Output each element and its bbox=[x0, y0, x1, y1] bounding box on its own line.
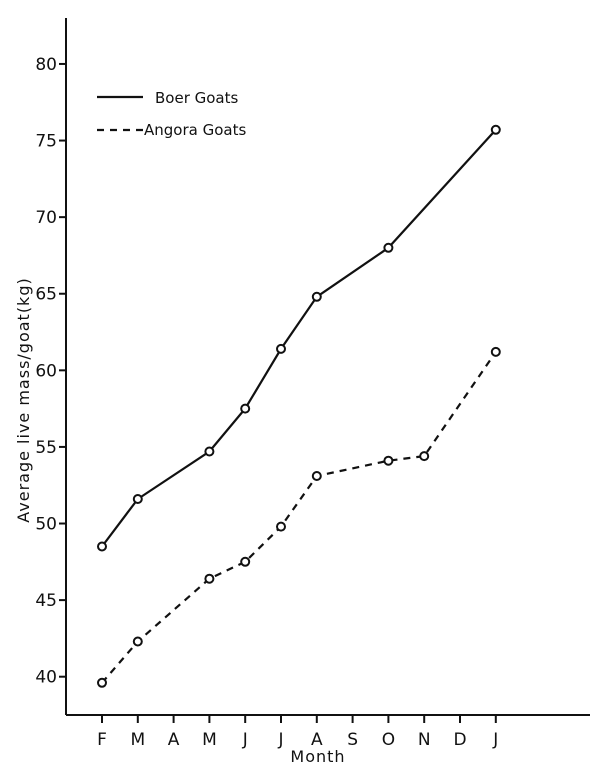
x-tick-label: O bbox=[382, 730, 395, 750]
series-line-boer-goats bbox=[101, 129, 497, 548]
x-tick-label: M bbox=[130, 730, 145, 750]
y-axis-title: Average live mass/goat(kg) bbox=[14, 277, 33, 522]
y-tick-label: 40 bbox=[35, 668, 57, 688]
y-tick-label: 70 bbox=[35, 208, 57, 228]
data-point bbox=[490, 346, 501, 357]
x-tick-label: M bbox=[202, 730, 217, 750]
x-tick-label: D bbox=[453, 730, 466, 750]
data-point bbox=[383, 455, 394, 466]
y-tick-label: 55 bbox=[35, 438, 57, 458]
data-point bbox=[204, 573, 215, 584]
data-point bbox=[204, 446, 215, 457]
x-tick-label: F bbox=[97, 730, 107, 750]
x-tick-label: J bbox=[277, 730, 283, 750]
data-point bbox=[276, 521, 286, 532]
data-point bbox=[311, 291, 322, 302]
data-point bbox=[132, 636, 143, 647]
y-ticks: 40 45 50 55 60 65 70 75 80 bbox=[35, 55, 66, 688]
legend-label-angora-goats: Angora Goats bbox=[144, 121, 246, 139]
legend: Boer Goats Angora Goats bbox=[97, 89, 246, 139]
series-angora-goats bbox=[97, 346, 501, 688]
y-tick-label: 50 bbox=[35, 515, 57, 535]
series-boer-goats bbox=[97, 124, 501, 552]
x-tick-label: A bbox=[168, 730, 180, 750]
x-axis-title: Month bbox=[290, 747, 345, 766]
y-tick-label: 75 bbox=[35, 132, 57, 152]
data-point bbox=[490, 124, 501, 135]
x-tick-label: J bbox=[242, 730, 248, 750]
data-point bbox=[419, 451, 430, 462]
axes bbox=[65, 18, 590, 716]
x-tick-label: S bbox=[347, 730, 358, 750]
y-tick-label: 80 bbox=[35, 55, 57, 75]
x-tick-label: A bbox=[311, 730, 323, 750]
series-line-angora-goats bbox=[101, 351, 497, 684]
data-point bbox=[240, 403, 251, 414]
y-tick-label: 45 bbox=[35, 591, 57, 611]
x-tick-label: J bbox=[492, 730, 498, 750]
legend-label-boer-goats: Boer Goats bbox=[155, 89, 239, 107]
data-point bbox=[132, 494, 143, 504]
data-point bbox=[276, 343, 286, 354]
y-tick-label: 65 bbox=[35, 285, 57, 305]
data-point bbox=[311, 471, 322, 481]
data-point bbox=[97, 677, 107, 688]
data-point bbox=[383, 242, 394, 253]
x-tick-label: N bbox=[418, 730, 431, 750]
data-point bbox=[97, 541, 107, 552]
series-layer bbox=[97, 124, 501, 688]
data-point bbox=[240, 556, 251, 567]
y-tick-label: 60 bbox=[35, 361, 57, 381]
